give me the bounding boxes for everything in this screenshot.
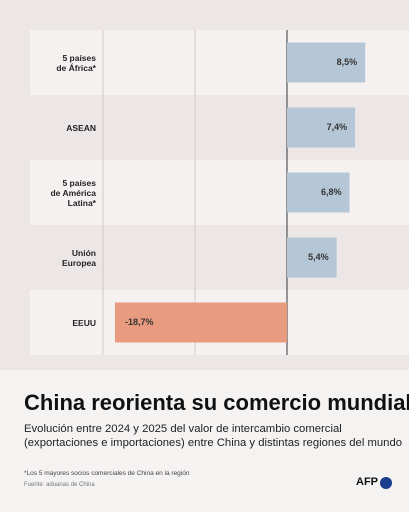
footnote: *Los 5 mayores socios comerciales de Chi… xyxy=(24,470,190,477)
value-label: 5,4% xyxy=(308,252,329,262)
value-label: 6,8% xyxy=(321,187,342,197)
value-label: 7,4% xyxy=(327,122,348,132)
chart-subtitle: Evolución entre 2024 y 2025 del valor de… xyxy=(24,423,403,449)
logo: AFP xyxy=(356,476,378,488)
chart-title: China reorienta su comercio mundial xyxy=(24,390,409,415)
bar xyxy=(287,107,356,148)
chart: 8,5% 7,4% 6,8% 5,4% -18,7% xyxy=(0,0,409,370)
value-label: 8,5% xyxy=(337,57,358,67)
bar xyxy=(287,42,366,83)
bar xyxy=(287,172,350,213)
bar xyxy=(114,302,288,343)
category-label: 5 países de África* xyxy=(56,52,96,73)
category-label: Unión Europea xyxy=(61,247,96,268)
category-label: EEUU xyxy=(72,317,96,328)
logo-icon xyxy=(380,477,392,489)
source: Fuente: aduanas de China xyxy=(24,482,95,488)
category-label: 5 países de América Latina* xyxy=(50,177,96,208)
bar xyxy=(287,237,337,278)
value-label: -18,7% xyxy=(125,317,154,327)
category-label: ASEAN xyxy=(66,122,96,133)
